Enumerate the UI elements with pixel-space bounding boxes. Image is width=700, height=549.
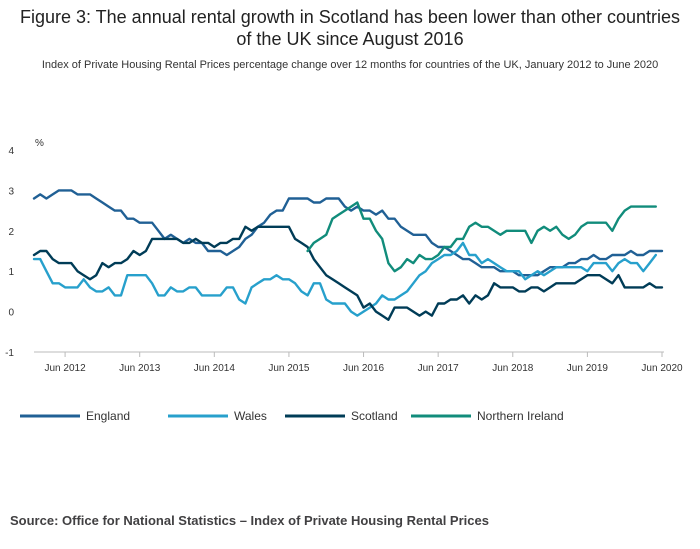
source-note: Source: Office for National Statistics –… <box>10 513 489 528</box>
y-tick-label: 1 <box>8 267 14 278</box>
x-tick-label: Jun 2015 <box>268 363 310 374</box>
x-tick-label: Jun 2020 <box>641 363 683 374</box>
y-axis-label: % <box>35 138 44 149</box>
series-line-scotland <box>32 225 664 321</box>
x-tick-label: Jun 2014 <box>194 363 236 374</box>
x-tick-label: Jun 2017 <box>418 363 460 374</box>
x-tick-label: Jun 2012 <box>45 363 87 374</box>
x-tick-label: Jun 2016 <box>343 363 385 374</box>
legend-label: Northern Ireland <box>477 409 564 423</box>
series-line-wales <box>32 241 657 317</box>
y-tick-label: -1 <box>5 348 14 359</box>
legend-item-wales[interactable]: Wales <box>168 409 267 423</box>
y-tick-label: 2 <box>8 227 14 238</box>
chart-subtitle: Index of Private Housing Rental Prices p… <box>41 59 659 71</box>
legend-item-england[interactable]: England <box>20 409 130 423</box>
x-axis: Jun 2012 Jun 2013 Jun 2014 Jun 2015 Jun 2016… <box>34 351 683 374</box>
legend-label: Scotland <box>351 409 398 423</box>
y-axis: -1 0 1 2 3 4 <box>5 146 14 359</box>
legend-item-scotland[interactable]: Scotland <box>285 409 398 423</box>
series-line-england <box>32 189 664 277</box>
x-tick-label: Jun 2019 <box>567 363 609 374</box>
series-line-northern-ireland <box>306 201 657 273</box>
y-tick-label: 4 <box>8 146 14 157</box>
legend-label: England <box>86 409 130 423</box>
y-tick-label: 3 <box>8 186 14 197</box>
y-tick-label: 0 <box>8 308 14 319</box>
series-lines <box>32 189 664 321</box>
x-tick-label: Jun 2013 <box>119 363 161 374</box>
x-tick-label: Jun 2018 <box>492 363 534 374</box>
legend-label: Wales <box>234 409 267 423</box>
chart-title: Figure 3: The annual rental growth in Sc… <box>19 7 681 49</box>
legend[interactable]: England Wales Scotland Northern Ireland <box>20 409 564 423</box>
legend-item-northern-ireland[interactable]: Northern Ireland <box>411 409 564 423</box>
